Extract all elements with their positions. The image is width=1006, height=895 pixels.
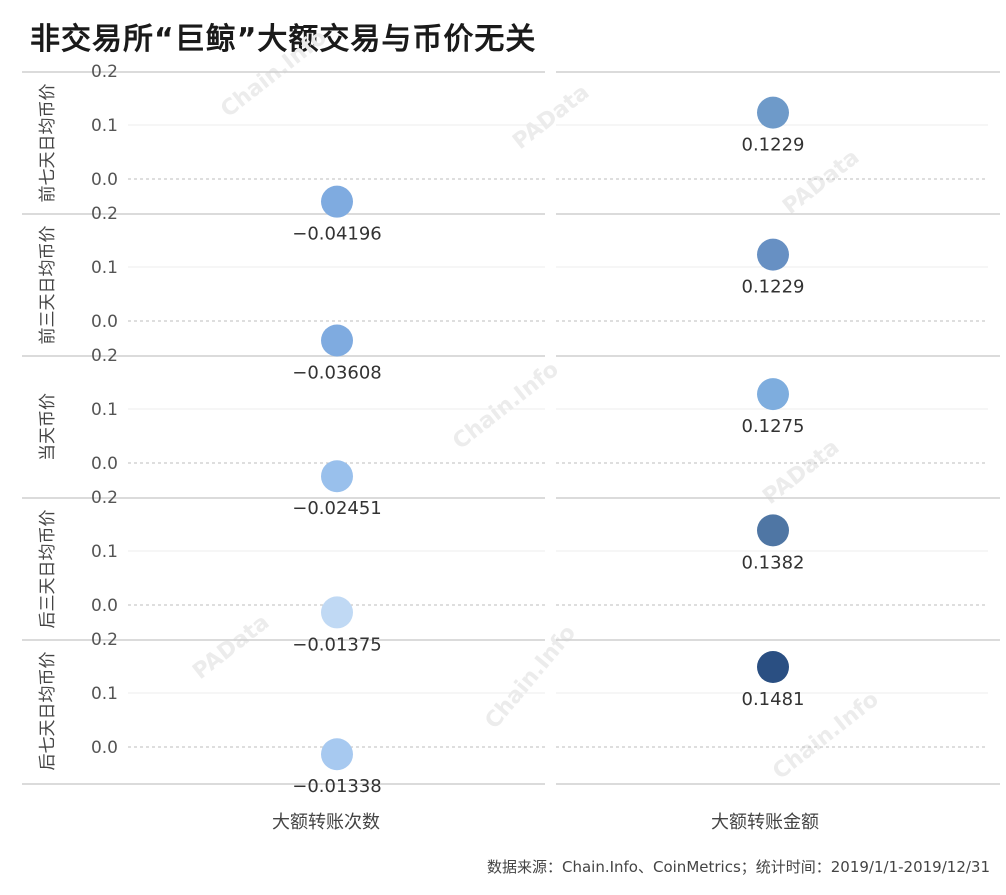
data-label: 0.1481 [742, 689, 805, 710]
y-tick-label: 0.0 [91, 596, 118, 616]
watermark-6: Chain.Info [480, 621, 581, 734]
data-point [757, 651, 789, 684]
data-label: −0.04196 [292, 224, 382, 245]
data-label: 0.1382 [742, 552, 805, 573]
data-point [321, 738, 353, 771]
y-tick-label: 0.1 [91, 542, 118, 562]
y-tick-label: 0.1 [91, 400, 118, 420]
chart-title: 非交易所“巨鲸”大额交易与币价无关 [30, 22, 537, 57]
row-label: 前三天日均币价 [38, 226, 58, 345]
watermark-5: PAData [188, 610, 274, 685]
y-tick-label: 0.2 [91, 204, 118, 224]
y-tick-label: 0.0 [91, 738, 118, 758]
source-note: 数据来源：Chain.Info、CoinMetrics；统计时间：2019/1/… [486, 858, 990, 876]
data-label: 0.1275 [742, 416, 805, 437]
row-label: 当天币价 [38, 393, 58, 461]
row-label: 后七天日均币价 [38, 652, 58, 771]
data-label: −0.03608 [292, 362, 382, 383]
y-tick-label: 0.0 [91, 454, 118, 474]
data-point [757, 238, 789, 271]
data-point [321, 596, 353, 629]
y-tick-label: 0.2 [91, 630, 118, 650]
y-tick-label: 0.2 [91, 488, 118, 508]
y-tick-label: 0.2 [91, 346, 118, 366]
row-label: 后三天日均币价 [38, 510, 58, 629]
y-tick-label: 0.0 [91, 170, 118, 190]
data-point [757, 378, 789, 411]
column-label: 大额转账金额 [711, 812, 819, 833]
y-tick-label: 0.0 [91, 312, 118, 332]
watermark-0: Chain.Info [216, 25, 331, 123]
data-label: −0.01375 [292, 634, 382, 655]
y-tick-label: 0.1 [91, 684, 118, 704]
row-label: 前七天日均币价 [38, 84, 58, 203]
data-label: 0.1229 [742, 135, 805, 156]
data-point [321, 460, 353, 493]
column-label: 大额转账次数 [272, 812, 380, 833]
data-point [757, 514, 789, 547]
data-label: 0.1229 [742, 277, 805, 298]
watermark-3: Chain.Info [448, 357, 563, 455]
watermark-1: PAData [508, 80, 594, 155]
watermark-2: PAData [778, 145, 864, 220]
data-label: −0.01338 [292, 776, 382, 797]
data-point [757, 96, 789, 129]
y-tick-label: 0.2 [91, 62, 118, 82]
y-tick-label: 0.1 [91, 116, 118, 136]
data-label: −0.02451 [292, 498, 382, 519]
data-point [321, 324, 353, 357]
y-tick-label: 0.1 [91, 258, 118, 278]
data-point [321, 185, 353, 218]
